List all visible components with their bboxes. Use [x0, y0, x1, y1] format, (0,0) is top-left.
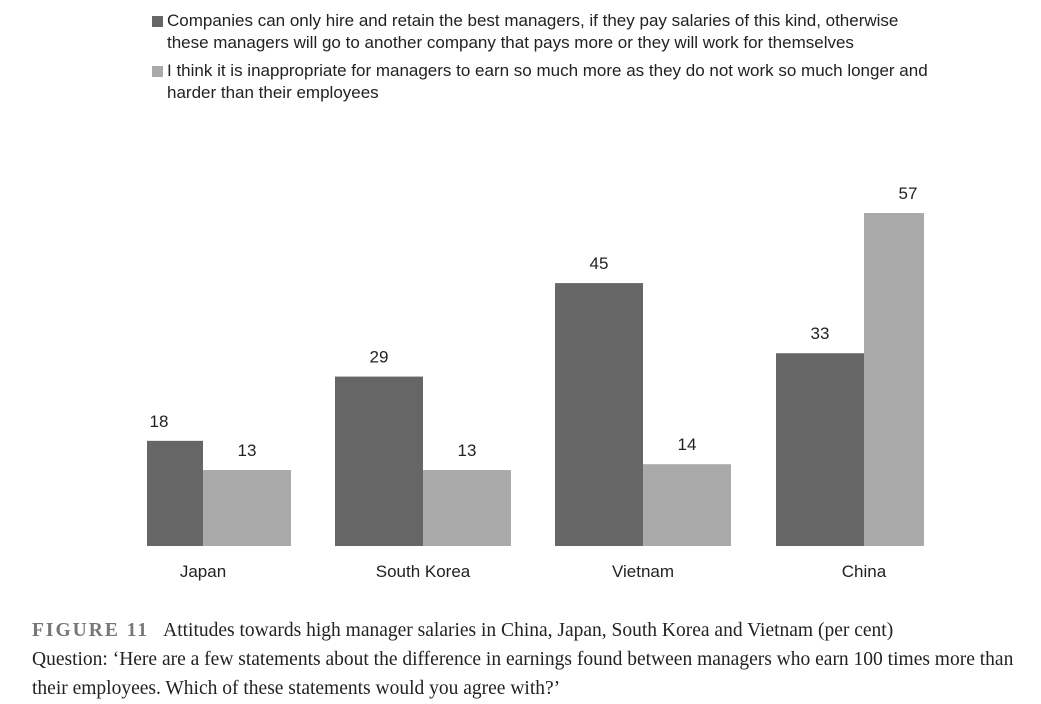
x-tick-label: Vietnam — [612, 562, 674, 581]
data-label: 14 — [678, 435, 697, 454]
figure-question: Question: ‘Here are a few statements abo… — [32, 649, 1014, 699]
bar — [203, 470, 291, 546]
legend-label: I think it is inappropriate for managers… — [167, 61, 928, 102]
chart: Japan 18 13 South Korea 29 13 Vietnam 45 14 China… — [147, 184, 924, 581]
data-label: 13 — [238, 441, 257, 460]
bar — [423, 470, 511, 546]
bars — [147, 213, 924, 546]
caption: FIGURE 11 Attitudes towards high manager … — [32, 616, 1032, 703]
legend: Companies can only hire and retain the b… — [152, 10, 932, 110]
data-label: 45 — [590, 254, 609, 273]
legend-swatch — [152, 16, 163, 27]
data-label: 33 — [811, 324, 830, 343]
x-tick-label: China — [842, 562, 887, 581]
x-tick-label: South Korea — [376, 562, 471, 581]
figure-title: Attitudes towards high manager salaries … — [163, 620, 894, 641]
legend-item: Companies can only hire and retain the b… — [152, 10, 932, 54]
bar — [643, 464, 731, 546]
x-tick-label: Japan — [180, 562, 226, 581]
data-label: 57 — [899, 184, 918, 203]
legend-item: I think it is inappropriate for managers… — [152, 60, 932, 104]
data-label: 18 — [150, 412, 169, 431]
data-label: 29 — [370, 348, 389, 367]
legend-label: Companies can only hire and retain the b… — [167, 11, 899, 52]
data-label: 13 — [458, 441, 477, 460]
bar — [335, 376, 423, 546]
bar — [555, 283, 643, 546]
legend-swatch — [152, 66, 163, 77]
figure-label: FIGURE 11 — [32, 620, 150, 641]
bar — [864, 213, 924, 546]
bar — [776, 353, 864, 546]
bar — [147, 440, 203, 546]
